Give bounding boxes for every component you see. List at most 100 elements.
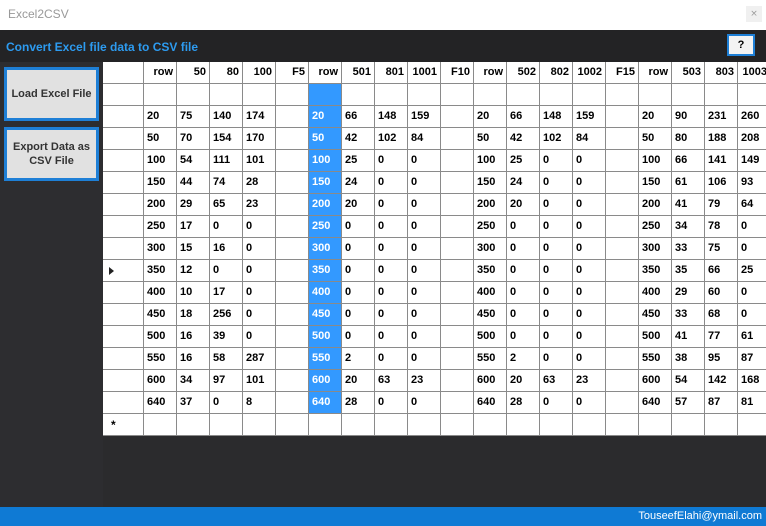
row-header[interactable]	[103, 216, 144, 238]
row-header[interactable]	[103, 304, 144, 326]
grid-cell[interactable]	[441, 238, 474, 260]
grid-cell[interactable]: 84	[573, 128, 606, 150]
grid-cell[interactable]: 0	[342, 326, 375, 348]
row-header[interactable]	[103, 106, 144, 128]
grid-cell[interactable]: 640	[474, 392, 507, 414]
grid-cell[interactable]: 0	[375, 282, 408, 304]
grid-cell[interactable]: 0	[210, 260, 243, 282]
grid-cell[interactable]: 300	[309, 238, 342, 260]
grid-cell[interactable]: 54	[672, 370, 705, 392]
grid-cell[interactable]: 28	[342, 392, 375, 414]
grid-cell[interactable]: 42	[507, 128, 540, 150]
grid-cell[interactable]	[276, 150, 309, 172]
column-header[interactable]: 50	[177, 62, 210, 84]
grid-cell[interactable]: 0	[573, 348, 606, 370]
grid-cell[interactable]: 66	[672, 150, 705, 172]
grid-cell[interactable]	[639, 414, 672, 436]
row-header[interactable]	[103, 84, 144, 106]
grid-cell[interactable]: 0	[540, 216, 573, 238]
grid-cell[interactable]: 148	[375, 106, 408, 128]
grid-cell[interactable]: 231	[705, 106, 738, 128]
column-header[interactable]: row	[144, 62, 177, 84]
grid-cell[interactable]: 0	[408, 348, 441, 370]
grid-cell[interactable]: 18	[177, 304, 210, 326]
column-header[interactable]: row	[309, 62, 342, 84]
grid-cell[interactable]: 0	[375, 216, 408, 238]
grid-cell[interactable]: 41	[672, 326, 705, 348]
grid-cell[interactable]: 20	[639, 106, 672, 128]
grid-cell[interactable]: 0	[408, 216, 441, 238]
grid-cell[interactable]: 550	[474, 348, 507, 370]
grid-cell[interactable]: 20	[474, 106, 507, 128]
grid-cell[interactable]: 0	[408, 260, 441, 282]
grid-cell[interactable]	[606, 172, 639, 194]
grid-cell[interactable]: 38	[672, 348, 705, 370]
grid-cell[interactable]	[210, 414, 243, 436]
grid-cell[interactable]: 0	[375, 392, 408, 414]
grid-cell[interactable]: 50	[309, 128, 342, 150]
grid-cell[interactable]: 54	[177, 150, 210, 172]
grid-cell[interactable]: 208	[738, 128, 766, 150]
grid-cell[interactable]: 64	[738, 194, 766, 216]
grid-cell[interactable]: 0	[540, 348, 573, 370]
grid-cell[interactable]	[441, 392, 474, 414]
grid-cell[interactable]	[309, 84, 342, 106]
export-csv-button[interactable]: Export Data as CSV File	[4, 127, 99, 181]
grid-cell[interactable]: 168	[738, 370, 766, 392]
grid-cell[interactable]: 95	[705, 348, 738, 370]
grid-cell[interactable]: 0	[375, 348, 408, 370]
grid-cell[interactable]	[507, 84, 540, 106]
grid-cell[interactable]: 0	[507, 238, 540, 260]
grid-cell[interactable]: 63	[375, 370, 408, 392]
close-icon[interactable]: ×	[746, 6, 762, 22]
grid-cell[interactable]: 150	[639, 172, 672, 194]
grid-cell[interactable]: 0	[738, 282, 766, 304]
grid-cell[interactable]	[276, 238, 309, 260]
grid-cell[interactable]: 0	[540, 304, 573, 326]
column-header[interactable]: 803	[705, 62, 738, 84]
grid-cell[interactable]: 70	[177, 128, 210, 150]
grid-cell[interactable]	[705, 84, 738, 106]
grid-cell[interactable]	[738, 414, 766, 436]
grid-cell[interactable]: 174	[243, 106, 276, 128]
grid-cell[interactable]: 23	[573, 370, 606, 392]
grid-cell[interactable]: 20	[309, 106, 342, 128]
grid-cell[interactable]: 640	[309, 392, 342, 414]
grid-cell[interactable]: 0	[573, 194, 606, 216]
grid-cell[interactable]: 0	[342, 216, 375, 238]
grid-cell[interactable]: 600	[309, 370, 342, 392]
grid-cell[interactable]: 50	[144, 128, 177, 150]
grid-cell[interactable]: 28	[243, 172, 276, 194]
grid-cell[interactable]: 0	[507, 326, 540, 348]
grid-cell[interactable]: 90	[672, 106, 705, 128]
grid-cell[interactable]: 37	[177, 392, 210, 414]
grid-cell[interactable]	[474, 414, 507, 436]
grid-cell[interactable]: 250	[474, 216, 507, 238]
grid-cell[interactable]: 0	[573, 392, 606, 414]
grid-cell[interactable]: 142	[705, 370, 738, 392]
row-header[interactable]	[103, 128, 144, 150]
grid-cell[interactable]	[441, 348, 474, 370]
grid-cell[interactable]	[606, 194, 639, 216]
row-header[interactable]	[103, 282, 144, 304]
row-header[interactable]	[103, 392, 144, 414]
grid-cell[interactable]	[573, 84, 606, 106]
grid-cell[interactable]: 29	[672, 282, 705, 304]
grid-cell[interactable]: 65	[210, 194, 243, 216]
grid-cell[interactable]: 16	[177, 348, 210, 370]
grid-cell[interactable]	[738, 84, 766, 106]
grid-cell[interactable]	[276, 304, 309, 326]
grid-cell[interactable]	[441, 84, 474, 106]
grid-cell[interactable]	[606, 84, 639, 106]
grid-cell[interactable]: 66	[507, 106, 540, 128]
row-header[interactable]	[103, 326, 144, 348]
grid-cell[interactable]: 102	[540, 128, 573, 150]
grid-cell[interactable]: 100	[144, 150, 177, 172]
grid-cell[interactable]: 148	[540, 106, 573, 128]
grid-cell[interactable]	[441, 128, 474, 150]
grid-cell[interactable]	[606, 392, 639, 414]
column-header[interactable]: F5	[276, 62, 309, 84]
grid-cell[interactable]: 500	[639, 326, 672, 348]
grid-cell[interactable]: 0	[573, 304, 606, 326]
grid-cell[interactable]	[441, 106, 474, 128]
